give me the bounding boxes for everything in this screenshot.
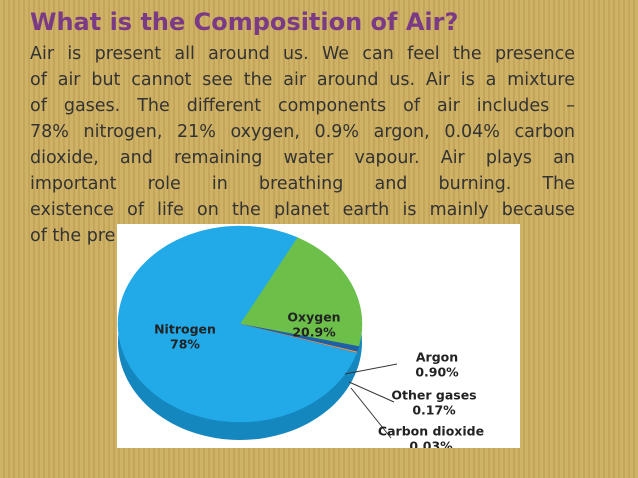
slice-value-label: 20.9% (292, 325, 336, 340)
slice-label: Oxygen (287, 310, 340, 325)
pie-slice (117, 225, 357, 423)
text-line: important role in breathing and burning.… (30, 174, 575, 194)
text-line: dioxide, and remaining water vapour. Air… (30, 148, 575, 168)
slice-label: Argon (416, 350, 458, 365)
text-line: 78% nitrogen, 21% oxygen, 0.9% argon, 0.… (30, 122, 575, 142)
slice-label: Other gases (391, 388, 476, 403)
leader-line (350, 387, 392, 439)
text-line: Air is present all around us. We can fee… (30, 44, 575, 64)
leader-line (344, 363, 398, 375)
text-line: of gases. The different components of ai… (30, 96, 575, 116)
text-line: of the pre (30, 226, 116, 246)
slice-value-label: 0.03% (409, 439, 453, 449)
slice-value-label: 0.90% (415, 365, 459, 380)
pie-slice (239, 237, 363, 347)
text-line: of air but cannot see the air around us.… (30, 70, 575, 90)
leader-line (348, 381, 395, 403)
slice-value-label: 78% (170, 337, 200, 352)
slice-value-label: 0.17% (412, 403, 456, 418)
slice-label: Carbon dioxide (378, 424, 484, 439)
text-line: existence of life on the planet earth is… (30, 200, 575, 220)
slice-label: Nitrogen (154, 322, 216, 337)
title: What is the Composition of Air? (30, 8, 459, 36)
